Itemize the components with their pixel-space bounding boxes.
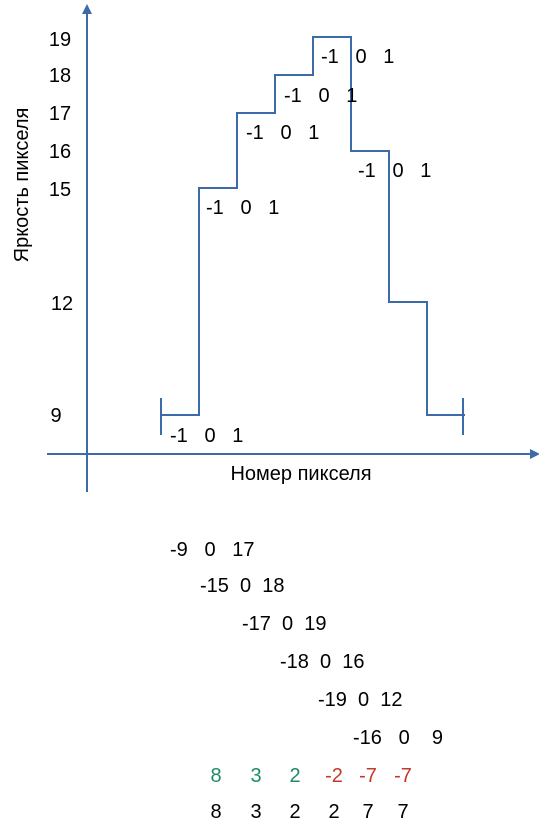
y-axis-label: Яркость пикселя bbox=[11, 108, 33, 263]
kernel-label: -1 0 1 bbox=[321, 46, 394, 68]
abs-result: 2 bbox=[328, 801, 339, 823]
kernel-label: -1 0 1 bbox=[358, 160, 431, 182]
convolution-row: -15 0 18 bbox=[200, 575, 285, 597]
signed-result: 2 bbox=[289, 765, 300, 787]
y-tick-9: 9 bbox=[50, 405, 61, 427]
y-tick-19: 19 bbox=[49, 29, 71, 51]
y-tick-15: 15 bbox=[49, 179, 71, 201]
abs-result: 2 bbox=[289, 801, 300, 823]
convolution-row: -19 0 12 bbox=[318, 689, 403, 711]
abs-result: 7 bbox=[397, 801, 408, 823]
convolution-row: -17 0 19 bbox=[242, 613, 327, 635]
convolution-row: -9 0 17 bbox=[170, 539, 255, 561]
signed-result: -7 bbox=[359, 765, 377, 787]
abs-result: 8 bbox=[210, 801, 221, 823]
signed-result: -2 bbox=[325, 765, 343, 787]
abs-result: 7 bbox=[362, 801, 373, 823]
kernel-label: -1 0 1 bbox=[206, 197, 279, 219]
x-axis-label: Номер пикселя bbox=[230, 463, 371, 485]
signed-result: 8 bbox=[210, 765, 221, 787]
signed-result: 3 bbox=[250, 765, 261, 787]
kernel-label: -1 0 1 bbox=[284, 85, 357, 107]
abs-result: 3 bbox=[250, 801, 261, 823]
y-tick-17: 17 bbox=[49, 103, 71, 125]
y-tick-12: 12 bbox=[51, 293, 73, 315]
kernel-label: -1 0 1 bbox=[246, 122, 319, 144]
y-tick-16: 16 bbox=[49, 141, 71, 163]
convolution-row: -16 0 9 bbox=[353, 727, 443, 749]
kernel-label: -1 0 1 bbox=[170, 425, 243, 447]
brightness-step-profile bbox=[161, 36, 465, 416]
signed-result: -7 bbox=[394, 765, 412, 787]
convolution-row: -18 0 16 bbox=[280, 651, 365, 673]
y-tick-18: 18 bbox=[49, 65, 71, 87]
